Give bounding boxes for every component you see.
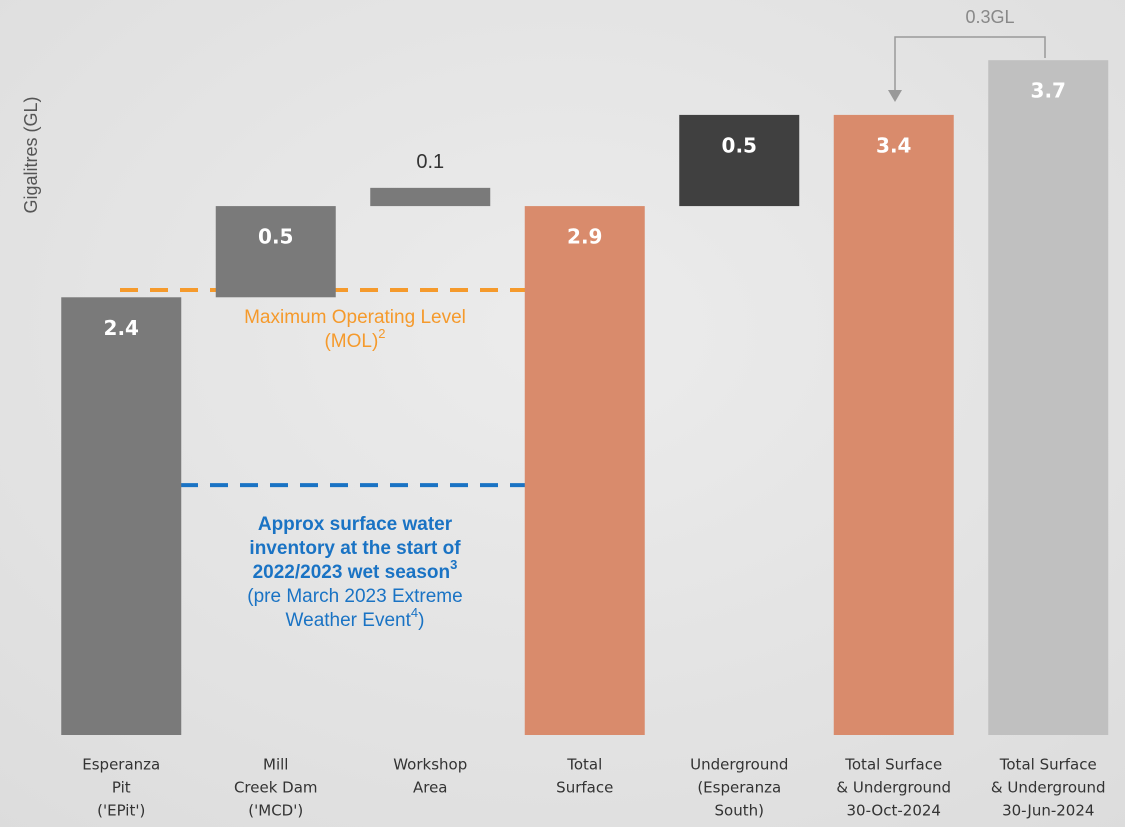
x-tick-label: (Esperanza	[697, 779, 781, 797]
label-part: 2	[378, 326, 385, 341]
label-part: inventory at the start of	[249, 538, 461, 559]
x-tick-label: Total	[566, 756, 602, 774]
x-tick-label: Workshop	[393, 756, 467, 774]
label-part: (MOL)	[324, 331, 378, 352]
bar	[988, 60, 1108, 735]
reference-label: (pre March 2023 Extreme	[247, 586, 462, 607]
y-axis-label: Gigalitres (GL)	[21, 96, 41, 213]
x-tick-label: 30-Jun-2024	[1002, 802, 1094, 820]
x-tick-label: Underground	[690, 756, 788, 774]
x-tick-label: ('MCD')	[248, 802, 303, 820]
x-tick-label: Surface	[556, 779, 613, 797]
value-label: 3.7	[1031, 79, 1066, 103]
value-label: 0.5	[722, 133, 757, 157]
label-part: Weather Event	[286, 610, 412, 631]
bar	[834, 115, 954, 735]
label-part: 4	[411, 605, 418, 620]
reference-label: Maximum Operating Level	[244, 307, 466, 328]
x-tick-label: Total Surface	[999, 756, 1097, 774]
x-tick-label: Creek Dam	[234, 779, 318, 797]
x-tick-label: Esperanza	[82, 756, 160, 774]
bracket-label: 0.3GL	[965, 7, 1014, 27]
label-part: )	[418, 610, 424, 631]
x-tick-label: & Underground	[991, 779, 1106, 797]
x-tick-label: & Underground	[836, 779, 951, 797]
value-label: 2.9	[567, 225, 602, 249]
label-part: Maximum Operating Level	[244, 307, 466, 328]
bar	[216, 206, 336, 297]
label-part: Approx surface water	[258, 514, 453, 535]
value-label: 2.4	[104, 316, 139, 340]
value-label: 3.4	[876, 133, 911, 157]
label-part: (pre March 2023 Extreme	[247, 586, 462, 607]
bar	[370, 188, 490, 206]
value-label: 0.5	[258, 225, 293, 249]
x-tick-label: Mill	[263, 756, 288, 774]
x-tick-label: South)	[715, 802, 764, 820]
bar	[679, 115, 799, 206]
reference-label: Approx surface water	[258, 514, 453, 535]
x-tick-label: Total Surface	[844, 756, 942, 774]
x-tick-label: Area	[413, 779, 448, 797]
bar	[525, 206, 645, 735]
x-tick-label: Pit	[112, 779, 131, 797]
x-tick-label: ('EPit')	[97, 802, 145, 820]
chart: Gigalitres (GL) 0.3GL Maximum Operating …	[0, 0, 1125, 827]
x-tick-label: 30-Oct-2024	[847, 802, 941, 820]
bar	[61, 297, 181, 735]
label-part: 3	[450, 557, 457, 572]
label-part: 2022/2023 wet season	[253, 562, 451, 583]
value-label: 0.1	[416, 151, 444, 173]
reference-label: inventory at the start of	[249, 538, 461, 559]
